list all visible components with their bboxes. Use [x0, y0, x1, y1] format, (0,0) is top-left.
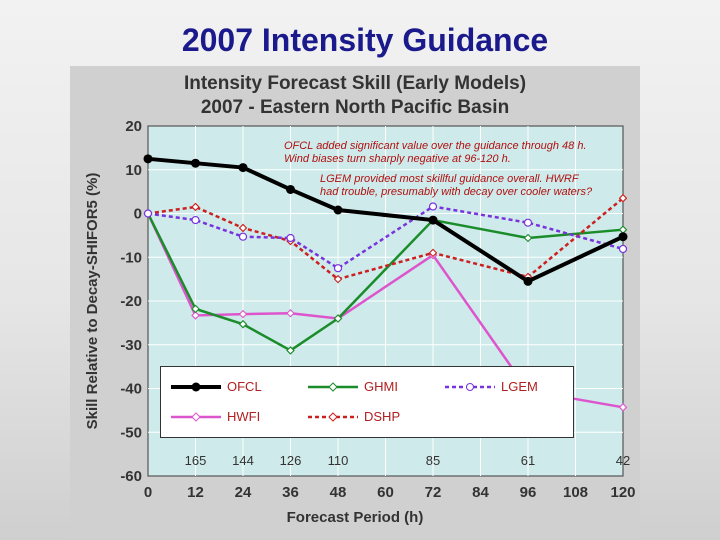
legend-swatch-hwfi [171, 412, 221, 422]
data-point-ofcl [286, 184, 295, 194]
y-tick-label: 10 [125, 162, 142, 179]
y-tick-label: -20 [120, 293, 142, 310]
legend-swatch-ofcl [171, 382, 221, 392]
legend-label-ghmi: GHMI [364, 379, 398, 394]
skill-line-chart: Intensity Forecast Skill (Early Models) 2… [84, 73, 636, 526]
data-point-hwfi [238, 309, 248, 319]
data-point-ofcl [523, 276, 533, 286]
chart-legend: OFCL GHMI LGEM HWFI DSHP [160, 366, 574, 438]
y-tick-label: -50 [120, 424, 142, 441]
legend-label-lgem: LGEM [501, 379, 538, 394]
x-tick-label: 24 [235, 484, 252, 501]
annotation-line-2: Wind biases turn sharply negative at 96-… [284, 153, 511, 165]
y-tick-label: -60 [120, 468, 142, 485]
data-point-ofcl [191, 158, 200, 168]
data-point-lgem [143, 209, 153, 218]
x-axis-label: Forecast Period (h) [287, 509, 424, 526]
data-point-lgem [523, 218, 533, 227]
cases-count: 126 [280, 453, 302, 468]
data-point-ofcl [428, 215, 438, 225]
data-point-lgem [286, 233, 295, 243]
y-tick-label: 20 [125, 118, 142, 135]
chart-title: Intensity Forecast Skill (Early Models) [184, 73, 526, 94]
data-point-dshp [618, 193, 628, 203]
y-tick-label: -40 [120, 381, 142, 398]
y-tick-label: 0 [134, 206, 142, 223]
data-point-hwfi [286, 308, 295, 318]
legend-swatch-dshp [308, 412, 358, 422]
x-tick-label: 48 [330, 484, 347, 501]
cases-count: 42 [616, 453, 630, 468]
data-point-lgem [333, 264, 343, 273]
legend-label-ofcl: OFCL [227, 379, 262, 394]
x-tick-label: 84 [472, 484, 489, 501]
legend-label-dshp: DSHP [364, 409, 401, 424]
series-line-lgem [147, 205, 624, 270]
x-tick-label: 72 [425, 484, 442, 501]
data-point-ghmi [333, 314, 343, 323]
x-tick-label: 12 [187, 484, 204, 501]
data-point-lgem [618, 244, 628, 254]
data-point-lgem [238, 232, 248, 241]
slide-title: 2007 Intensity Guidance [181, 22, 549, 58]
data-point-dshp [333, 274, 343, 284]
cases-count: 165 [185, 453, 207, 468]
data-point-hwfi [618, 403, 628, 412]
data-point-ghmi [286, 346, 295, 355]
data-point-ofcl [618, 232, 628, 242]
series-line-ofcl [147, 156, 624, 284]
legend-label-hwfi: HWFI [227, 409, 261, 424]
data-point-ofcl [143, 154, 153, 164]
chart-subtitle: 2007 - Eastern North Pacific Basin [201, 97, 509, 118]
legend-swatch-lgem [445, 383, 495, 391]
data-point-lgem [191, 215, 200, 225]
x-tick-label: 60 [377, 484, 394, 501]
y-tick-label: -30 [120, 337, 142, 354]
data-point-ghmi [191, 304, 200, 314]
series-line-dshp [147, 197, 624, 281]
x-tick-label: 0 [144, 484, 152, 501]
data-point-ghmi [523, 233, 533, 243]
data-point-dshp [238, 223, 248, 233]
data-point-dshp [191, 202, 200, 212]
y-axis-label: Skill Relative to Decay-SHIFOR5 (%) [84, 173, 101, 430]
data-point-dshp [428, 248, 438, 258]
data-point-lgem [428, 202, 438, 211]
x-tick-label: 120 [610, 484, 635, 501]
data-point-ofcl [333, 205, 343, 215]
series-line-ghmi [146, 212, 624, 352]
annotation-line-1: OFCL added significant value over the gu… [284, 140, 587, 152]
legend-swatch-ghmi [308, 382, 358, 392]
data-point-hwfi [191, 311, 200, 320]
x-tick-label: 36 [282, 484, 299, 501]
y-tick-label: -10 [120, 249, 142, 266]
chart-figure: Intensity Forecast Skill (Early Models) 2… [70, 66, 640, 538]
data-point-ghmi [238, 319, 248, 329]
cases-count: 144 [232, 453, 254, 468]
cases-count: 85 [426, 453, 440, 468]
cases-count: 110 [328, 453, 349, 468]
annotation-line-3: LGEM provided most skillful guidance ove… [320, 173, 579, 185]
x-tick-label: 96 [520, 484, 537, 501]
cases-count: 61 [521, 453, 535, 468]
x-tick-label: 108 [563, 484, 588, 501]
annotation-line-4: had trouble, presumably with decay over … [320, 186, 593, 198]
data-point-ofcl [238, 163, 248, 173]
